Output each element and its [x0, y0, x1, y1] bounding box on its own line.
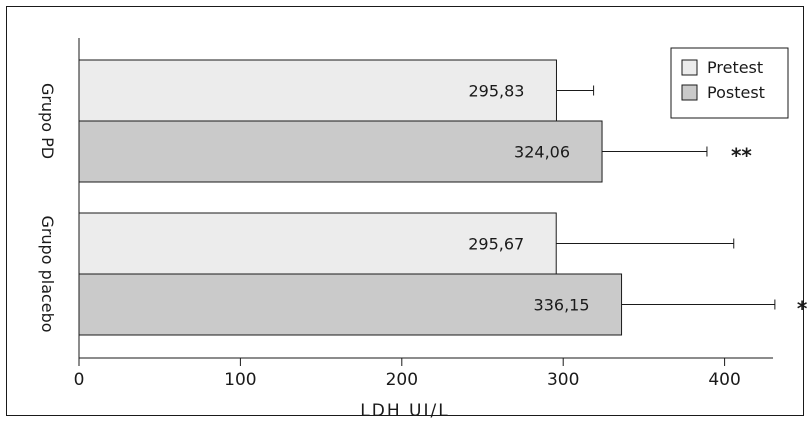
x-tick-label: 400 — [708, 370, 740, 390]
significance-marker: * — [797, 297, 808, 321]
legend: Pretest Postest — [670, 47, 789, 119]
x-tick-label: 0 — [74, 370, 85, 390]
bar-value-label: 324,06 — [514, 143, 570, 162]
category-label-grupo-placebo: Grupo placebo — [38, 215, 57, 332]
bar-value-label: 295,83 — [468, 82, 524, 101]
category-label-grupo-pd: Grupo PD — [38, 83, 57, 159]
legend-swatch-postest — [681, 84, 698, 101]
x-axis-title: LDH UI/L — [360, 401, 449, 421]
legend-swatch-pretest — [681, 59, 698, 76]
bar-value-label: 336,15 — [534, 296, 590, 315]
chart-frame — [6, 6, 804, 416]
significance-marker: ** — [731, 144, 752, 168]
bar-value-label: 295,67 — [468, 235, 524, 254]
legend-label-pretest: Pretest — [707, 58, 763, 77]
bar-pretest-grupo-pd — [78, 59, 557, 122]
x-axis: 0 100 200 300 400 — [74, 38, 774, 390]
category-labels: Grupo PD Grupo placebo — [38, 83, 57, 333]
bar-pretest-grupo-placebo — [78, 212, 557, 275]
legend-label-postest: Postest — [707, 83, 765, 102]
x-tick-label: 300 — [547, 370, 579, 390]
x-tick-label: 100 — [224, 370, 256, 390]
x-tick-label: 200 — [386, 370, 418, 390]
